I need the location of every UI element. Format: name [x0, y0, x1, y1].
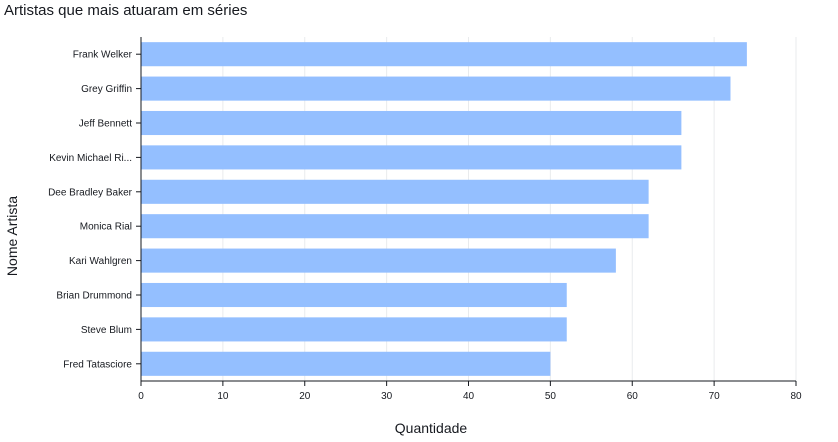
x-tick-label: 60	[627, 391, 639, 402]
y-tick-label: Steve Blum	[81, 325, 132, 336]
bar[interactable]	[141, 145, 682, 170]
bar[interactable]	[141, 282, 567, 308]
y-tick-label: Frank Welker	[73, 50, 133, 61]
y-axis-ticks: Frank Welker Grey Griffin Jeff Bennett Kevi…	[48, 50, 141, 370]
x-axis-ticks: 0 10 20 30 40 50 60 70 80	[138, 381, 802, 402]
bar[interactable]	[141, 248, 616, 273]
y-tick-label: Grey Griffin	[81, 84, 132, 95]
y-axis-title: Nome Artista	[4, 196, 20, 276]
chart-title: Artistas que mais atuaram em séries	[4, 2, 248, 19]
bar[interactable]	[141, 42, 747, 67]
bar[interactable]	[141, 76, 731, 101]
y-tick-label: Dee Bradley Baker	[48, 187, 133, 198]
x-tick-label: 0	[138, 391, 144, 402]
x-tick-label: 70	[709, 391, 721, 402]
bars	[141, 42, 747, 376]
x-tick-label: 10	[217, 391, 229, 402]
y-tick-label: Kevin Michael Ri...	[49, 153, 132, 164]
bar[interactable]	[141, 317, 567, 342]
bar[interactable]	[141, 351, 551, 376]
x-tick-label: 20	[299, 391, 311, 402]
x-axis-title: Quantidade	[395, 420, 468, 436]
y-tick-label: Brian Drummond	[56, 291, 132, 302]
y-tick-label: Monica Rial	[80, 222, 132, 233]
y-tick-label: Kari Wahlgren	[69, 256, 132, 267]
x-tick-label: 80	[790, 391, 802, 402]
bar[interactable]	[141, 214, 649, 239]
y-tick-label: Jeff Bennett	[79, 119, 132, 130]
x-tick-label: 40	[463, 391, 475, 402]
y-tick-label: Fred Tatasciore	[63, 359, 132, 370]
bar[interactable]	[141, 110, 682, 136]
bar[interactable]	[141, 179, 649, 204]
x-tick-label: 50	[545, 391, 557, 402]
x-tick-label: 30	[381, 391, 393, 402]
